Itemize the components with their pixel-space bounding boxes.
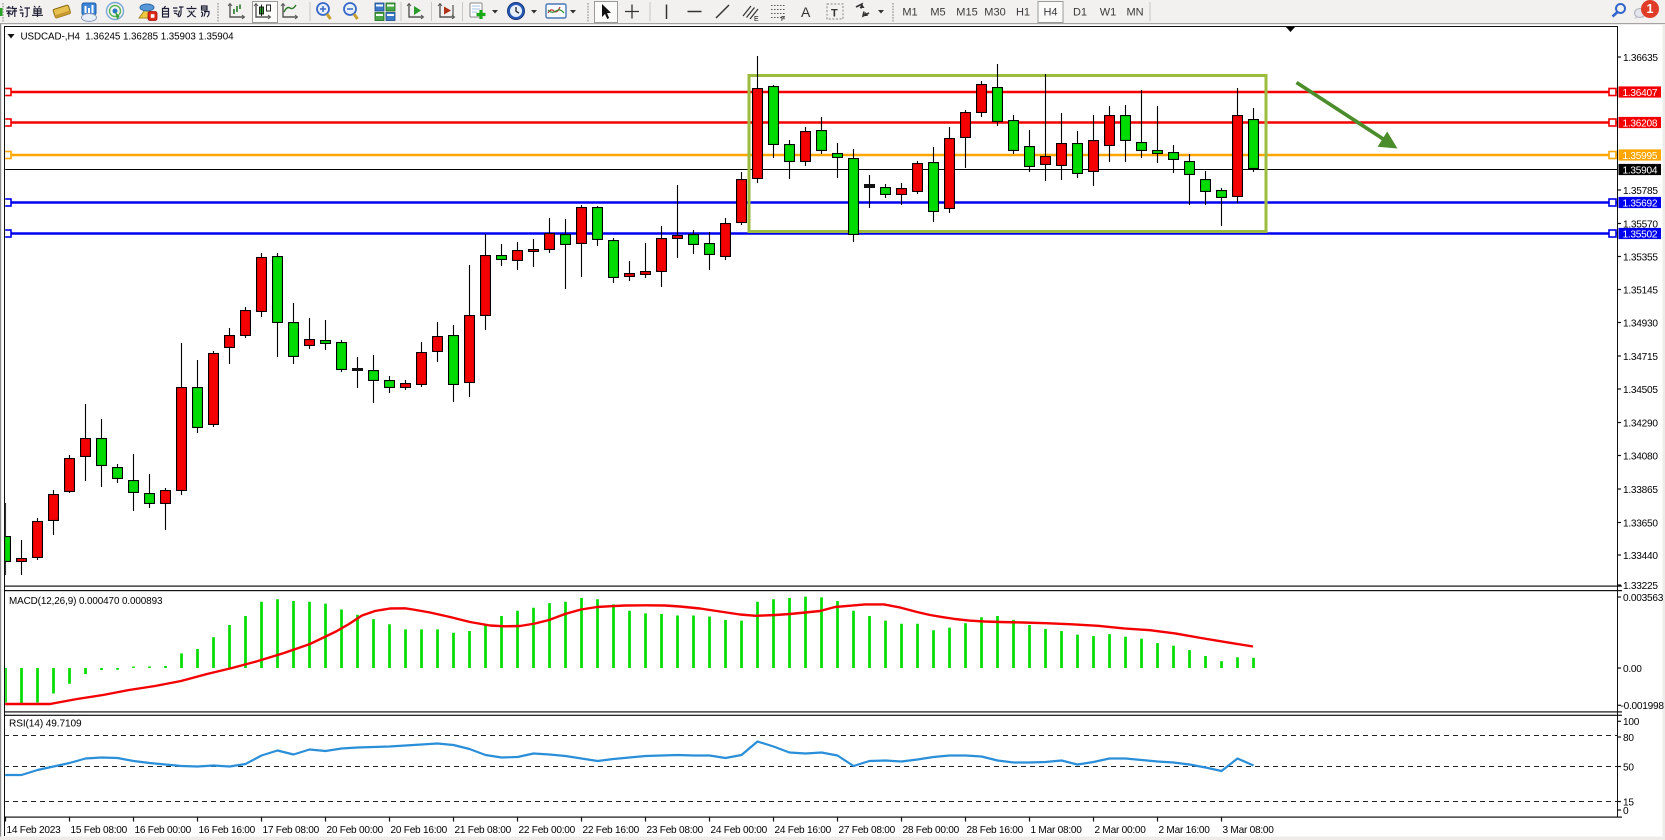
svg-text:1.34715: 1.34715 [1623,352,1658,363]
svg-text:27 Feb 08:00: 27 Feb 08:00 [839,825,896,836]
svg-text:1.35355: 1.35355 [1623,252,1658,263]
svg-text:16 Feb 16:00: 16 Feb 16:00 [199,825,256,836]
svg-text:15 Feb 08:00: 15 Feb 08:00 [71,825,128,836]
svg-text:23 Feb 08:00: 23 Feb 08:00 [647,825,704,836]
svg-text:1.36407: 1.36407 [1623,88,1658,99]
svg-text:1.35692: 1.35692 [1623,198,1658,209]
svg-text:28 Feb 16:00: 28 Feb 16:00 [967,825,1024,836]
svg-text:USDCAD-,H4 1.36245 1.36285 1.: USDCAD-,H4 1.36245 1.36285 1.35903 1.359… [21,32,235,43]
svg-text:1.36635: 1.36635 [1623,53,1658,64]
svg-text:3 Mar 08:00: 3 Mar 08:00 [1223,825,1275,836]
svg-text:1: 1 [1647,2,1654,16]
svg-text:MN: MN [1126,7,1143,19]
svg-text:1.34505: 1.34505 [1623,385,1658,396]
svg-text:1.34080: 1.34080 [1623,451,1658,462]
svg-text:28 Feb 00:00: 28 Feb 00:00 [903,825,960,836]
svg-text:M30: M30 [984,7,1005,19]
svg-text:1.33650: 1.33650 [1623,518,1658,529]
svg-text:1.35502: 1.35502 [1623,229,1658,240]
svg-text:100: 100 [1623,717,1640,728]
svg-text:T: T [831,8,838,20]
svg-text:-0.001998: -0.001998 [1621,701,1665,712]
svg-text:14 Feb 2023: 14 Feb 2023 [7,825,62,836]
svg-text:1.33865: 1.33865 [1623,485,1658,496]
svg-text:F: F [781,16,785,23]
svg-text:1.35904: 1.35904 [1623,165,1658,176]
svg-text:17 Feb 08:00: 17 Feb 08:00 [263,825,320,836]
svg-text:M1: M1 [902,7,917,19]
svg-text:W1: W1 [1100,7,1117,19]
svg-text:20 Feb 00:00: 20 Feb 00:00 [327,825,384,836]
svg-text:0.00: 0.00 [1623,664,1642,675]
svg-text:1.35995: 1.35995 [1623,151,1658,162]
svg-text:16 Feb 00:00: 16 Feb 00:00 [135,825,192,836]
svg-text:H1: H1 [1016,7,1030,19]
svg-text:H4: H4 [1043,7,1057,19]
svg-text:1.35145: 1.35145 [1623,285,1658,296]
svg-text:0.003563: 0.003563 [1623,593,1664,604]
svg-text:0: 0 [1623,806,1629,817]
svg-text:1 Mar 08:00: 1 Mar 08:00 [1031,825,1083,836]
svg-text:80: 80 [1623,733,1634,744]
svg-text:1.36208: 1.36208 [1623,118,1658,129]
svg-text:22 Feb 00:00: 22 Feb 00:00 [519,825,576,836]
svg-text:D1: D1 [1073,7,1087,19]
svg-text:1.34930: 1.34930 [1623,318,1658,329]
svg-text:1.33440: 1.33440 [1623,551,1658,562]
svg-text:1.35785: 1.35785 [1623,186,1658,197]
svg-text:RSI(14) 49.7109: RSI(14) 49.7109 [9,719,82,730]
svg-text:24 Feb 00:00: 24 Feb 00:00 [711,825,768,836]
svg-text:M5: M5 [930,7,945,19]
svg-text:1.33225: 1.33225 [1623,581,1658,592]
svg-text:1.34290: 1.34290 [1623,418,1658,429]
svg-text:2 Mar 16:00: 2 Mar 16:00 [1159,825,1211,836]
svg-text:1.35570: 1.35570 [1623,219,1658,230]
svg-text:15: 15 [1623,797,1634,808]
svg-text:50: 50 [1623,762,1634,773]
svg-text:MACD(12,26,9) 0.000470 0.00089: MACD(12,26,9) 0.000470 0.000893 [9,596,163,607]
svg-text:M15: M15 [956,7,977,19]
svg-text:A: A [801,4,811,20]
svg-text:E: E [754,16,759,23]
svg-text:24 Feb 16:00: 24 Feb 16:00 [775,825,832,836]
svg-text:22 Feb 16:00: 22 Feb 16:00 [583,825,640,836]
svg-text:2 Mar 00:00: 2 Mar 00:00 [1095,825,1147,836]
svg-text:20 Feb 16:00: 20 Feb 16:00 [391,825,448,836]
svg-text:21 Feb 08:00: 21 Feb 08:00 [455,825,512,836]
